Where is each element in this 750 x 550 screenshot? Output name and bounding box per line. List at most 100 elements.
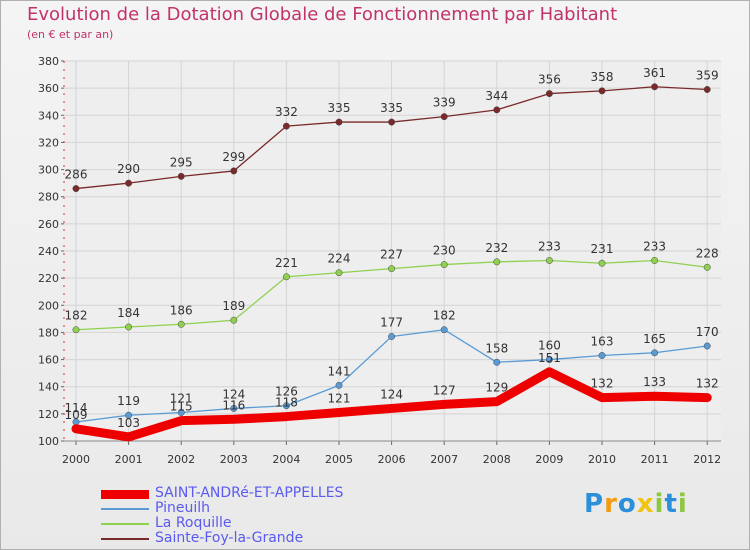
data-label: 158	[485, 341, 508, 355]
data-label: 119	[117, 394, 140, 408]
y-tick-label: 220	[38, 272, 59, 285]
data-point	[282, 122, 290, 130]
legend-swatch	[101, 508, 149, 510]
logo-letter: r	[604, 489, 618, 519]
data-label: 339	[433, 96, 456, 110]
data-point	[545, 257, 553, 264]
logo-letter: P	[584, 489, 605, 519]
data-point	[335, 269, 343, 277]
data-label: 114	[65, 401, 88, 415]
x-tick-label: 2010	[588, 453, 616, 466]
data-point	[493, 358, 501, 366]
data-label: 132	[591, 377, 614, 391]
legend: SAINT-ANDRé-ET-APPELLES Pineuilh La Roqu…	[101, 486, 361, 546]
legend-swatch	[101, 490, 149, 499]
data-point	[388, 118, 396, 126]
data-label: 121	[170, 392, 193, 406]
data-label: 109	[65, 408, 88, 422]
y-tick-label: 100	[38, 435, 59, 448]
data-point	[440, 113, 448, 121]
y-tick-label: 320	[38, 136, 59, 149]
data-label: 151	[538, 351, 561, 365]
y-tick-label: 180	[38, 326, 59, 339]
data-label: 233	[538, 240, 561, 254]
data-point	[440, 261, 448, 269]
data-point	[651, 349, 659, 357]
data-point	[335, 381, 343, 389]
y-tick-label: 140	[38, 381, 59, 394]
data-label: 295	[170, 155, 193, 169]
data-label: 177	[380, 316, 403, 330]
logo-letter: t	[664, 489, 678, 519]
data-point	[388, 333, 396, 340]
data-point	[493, 106, 501, 114]
y-tick-label: 360	[38, 82, 59, 95]
data-label: 233	[643, 240, 666, 254]
data-label: 133	[643, 375, 666, 389]
y-tick-label: 160	[38, 354, 59, 367]
y-tick-label: 200	[38, 299, 59, 312]
data-point	[125, 179, 133, 187]
data-point	[703, 342, 711, 350]
data-point	[125, 411, 133, 419]
legend-label: La Roquille	[155, 515, 232, 531]
x-tick-label: 2003	[220, 453, 248, 466]
legend-swatch	[101, 523, 149, 525]
logo-letter: o	[617, 489, 637, 519]
legend-label: SAINT-ANDRé-ET-APPELLES	[155, 485, 344, 501]
data-point	[230, 167, 238, 175]
logo-letter: i	[677, 489, 688, 519]
y-tick-label: 260	[38, 218, 59, 231]
x-tick-label: 2009	[535, 453, 563, 466]
legend-item: Pineuilh	[101, 501, 361, 516]
data-label: 127	[433, 383, 456, 397]
logo-letter: i	[654, 489, 665, 519]
data-point	[651, 83, 659, 91]
data-point	[230, 316, 238, 324]
legend-item: La Roquille	[101, 516, 361, 531]
legend-label: Sainte-Foy-la-Grande	[155, 530, 304, 546]
data-point	[598, 87, 606, 95]
data-point	[177, 320, 185, 328]
data-label: 231	[591, 242, 614, 256]
data-label: 344	[485, 89, 508, 103]
data-label: 335	[328, 101, 351, 115]
y-tick-label: 280	[38, 191, 59, 204]
data-point	[545, 356, 553, 364]
data-point	[703, 86, 711, 93]
data-label: 335	[380, 101, 403, 115]
data-label: 115	[170, 400, 193, 414]
data-label: 290	[117, 162, 140, 176]
x-tick-label: 2002	[167, 453, 195, 466]
data-label: 299	[222, 150, 245, 164]
proxiti-logo: Proxiti	[584, 489, 688, 519]
data-label: 232	[485, 241, 508, 255]
data-label: 227	[380, 248, 403, 262]
data-point	[440, 326, 448, 334]
data-label: 228	[696, 246, 719, 260]
data-label: 126	[275, 385, 298, 399]
data-point	[177, 409, 185, 416]
chart-subtitle: (en € et par an)	[27, 28, 114, 41]
x-tick-label: 2008	[483, 453, 511, 466]
data-label: 359	[696, 69, 719, 83]
data-point	[72, 326, 80, 334]
data-point	[282, 402, 290, 410]
data-label: 129	[485, 381, 508, 395]
data-label: 160	[538, 339, 561, 353]
data-point	[598, 259, 606, 267]
data-label: 230	[433, 244, 456, 258]
x-tick-label: 2000	[62, 453, 90, 466]
data-label: 332	[275, 105, 298, 119]
series-line	[71, 367, 712, 442]
data-label: 356	[538, 73, 561, 87]
data-point	[72, 185, 80, 193]
data-label: 286	[65, 168, 88, 182]
x-tick-label: 2007	[430, 453, 458, 466]
data-point	[545, 90, 553, 98]
y-tick-label: 120	[38, 408, 59, 421]
data-label: 103	[117, 416, 140, 430]
x-tick-label: 2001	[115, 453, 143, 466]
